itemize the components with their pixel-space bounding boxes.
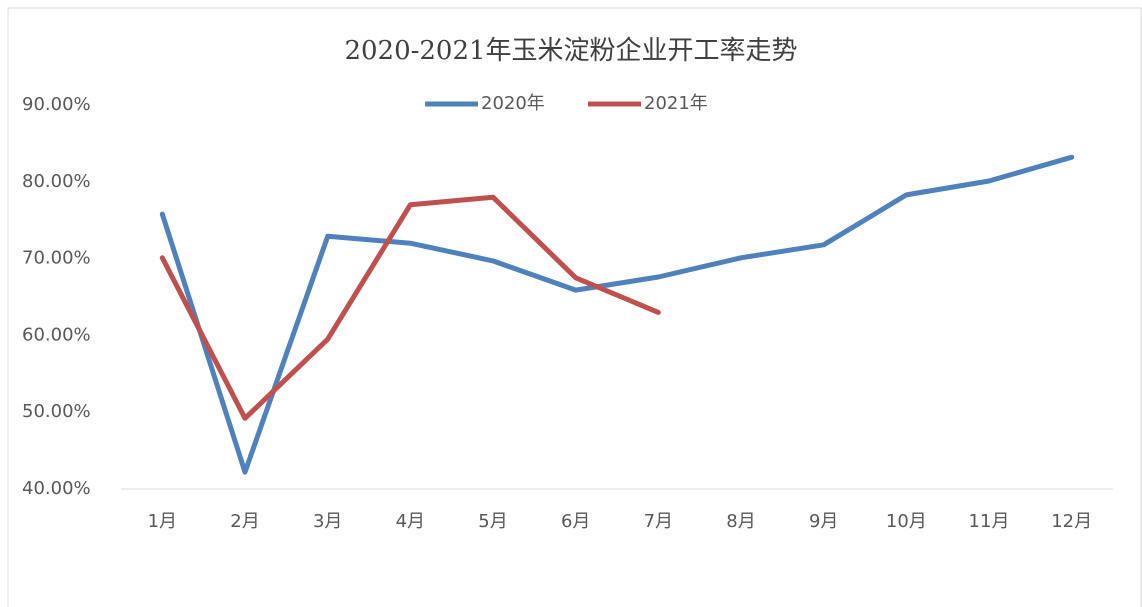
series-line [159,154,1075,475]
x-tick-label: 7月 [644,511,673,532]
x-tick-label: 9月 [809,511,838,532]
legend-label: 2021年 [644,93,708,114]
y-tick-label: 50.00% [22,401,91,422]
x-tick-label: 2月 [230,511,259,532]
y-tick-label: 70.00% [22,248,91,269]
x-tick-label: 1月 [148,511,177,532]
chart-border [7,7,1142,607]
x-tick-label: 10月 [886,511,927,532]
x-tick-label: 8月 [726,511,755,532]
x-tick-label: 5月 [478,511,507,532]
x-tick-label: 4月 [396,511,425,532]
x-tick-label: 3月 [313,511,342,532]
chart-title: 2020-2021年玉米淀粉企业开工率走势 [344,36,797,66]
legend-label: 2020年 [481,93,545,114]
y-tick-label: 40.00% [22,478,91,499]
series-line [159,194,661,421]
y-tick-label: 60.00% [22,324,91,345]
y-tick-label: 80.00% [22,171,91,192]
x-tick-label: 11月 [969,511,1010,532]
x-tick-label: 6月 [561,511,590,532]
x-tick-label: 12月 [1051,511,1092,532]
y-tick-label: 90.00% [22,94,91,115]
